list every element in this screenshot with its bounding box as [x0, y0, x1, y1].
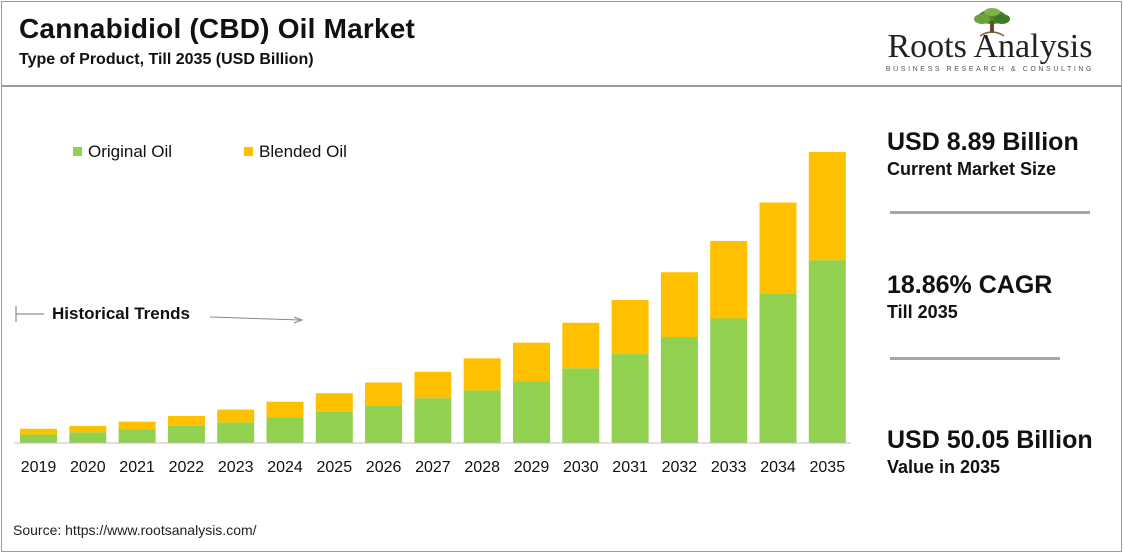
x-tick-label: 2021 [119, 459, 155, 476]
page-title: Cannabidiol (CBD) Oil Market [19, 13, 416, 44]
x-tick-label: 2031 [612, 459, 648, 476]
bar-original-oil-2027 [414, 398, 452, 443]
x-tick-label: 2020 [70, 459, 106, 476]
page-subtitle: Type of Product, Till 2035 (USD Billion) [19, 51, 314, 68]
bar-blended-oil-2034 [759, 202, 797, 294]
kpi-divider [890, 211, 1090, 214]
x-tick-label: 2035 [810, 459, 846, 476]
x-tick-label: 2033 [711, 459, 747, 476]
bar-blended-oil-2029 [513, 342, 550, 382]
bar-blended-oil-2023 [217, 409, 255, 423]
source-note: Source: https://www.rootsanalysis.com/ [13, 522, 257, 538]
bar-original-oil-2025 [315, 411, 353, 443]
bars-group [20, 152, 846, 443]
bar-blended-oil-2031 [611, 299, 649, 355]
x-tick-label: 2034 [760, 459, 796, 476]
bar-original-oil-2032 [660, 336, 698, 443]
legend-label: Blended Oil [259, 142, 347, 161]
bar-blended-oil-2028 [463, 358, 501, 391]
kpi-label: Till 2035 [887, 302, 958, 322]
bar-original-oil-2034 [759, 293, 797, 443]
bar-original-oil-2035 [808, 260, 846, 443]
bar-blended-oil-2022 [167, 415, 205, 426]
kpi-value: USD 8.89 Billion [887, 128, 1079, 156]
bar-blended-oil-2032 [660, 272, 698, 337]
bar-original-oil-2022 [167, 425, 205, 443]
x-tick-label: 2028 [464, 459, 500, 476]
historical-trends-annotation: Historical Trends [15, 304, 304, 324]
x-tick-label: 2026 [366, 459, 402, 476]
bar-original-oil-2020 [69, 432, 107, 443]
x-tick-label: 2024 [267, 459, 303, 476]
bar-blended-oil-2035 [808, 152, 846, 261]
x-tick-label: 2032 [662, 459, 698, 476]
bar-original-oil-2019 [20, 434, 57, 443]
chart-legend: Original Oil Blended Oil [73, 142, 347, 161]
bar-original-oil-2028 [463, 390, 501, 443]
kpi-divider [890, 357, 1060, 360]
x-tick-label: 2025 [317, 459, 353, 476]
kpi-current-market-size: USD 8.89 Billion Current Market Size [887, 128, 1079, 180]
x-tick-label: 2027 [415, 459, 451, 476]
bar-blended-oil-2026 [365, 382, 403, 406]
legend-label: Original Oil [88, 142, 172, 161]
logo-wordmark: Roots Analysis [887, 28, 1093, 65]
bar-original-oil-2029 [513, 381, 550, 443]
bar-blended-oil-2027 [414, 371, 452, 399]
kpi-value: 18.86% CAGR [887, 271, 1053, 299]
kpi-label: Current Market Size [887, 159, 1057, 179]
header-divider [1, 85, 1122, 87]
bar-original-oil-2033 [710, 318, 748, 443]
bar-blended-oil-2024 [266, 401, 304, 418]
bar-original-oil-2026 [365, 405, 403, 443]
bar-original-oil-2030 [562, 368, 600, 443]
kpi-value-2035: USD 50.05 Billion Value in 2035 [887, 426, 1093, 478]
logo-tagline: BUSINESS RESEARCH & CONSULTING [885, 66, 1095, 73]
bar-blended-oil-2033 [710, 240, 748, 319]
bar-original-oil-2023 [217, 422, 255, 443]
stacked-bar-chart: Original Oil Blended Oil Historical Trend… [14, 142, 851, 476]
tree-icon [974, 8, 1010, 37]
bar-original-oil-2021 [118, 429, 156, 443]
bar-blended-oil-2030 [562, 322, 600, 369]
x-tick-label: 2023 [218, 459, 254, 476]
roots-analysis-logo: Roots Analysis BUSINESS RESEARCH & CONSU… [880, 6, 1100, 78]
x-tick-label: 2022 [169, 459, 205, 476]
x-axis-ticks: 2019 2020 2021 2022 2023 2024 2025 2026 2027 2028… [21, 459, 845, 476]
bar-blended-oil-2019 [20, 428, 57, 435]
legend-swatch [244, 147, 253, 156]
bar-blended-oil-2020 [69, 425, 107, 433]
bar-blended-oil-2021 [118, 421, 156, 430]
bar-original-oil-2024 [266, 417, 304, 443]
kpi-value: USD 50.05 Billion [887, 426, 1093, 454]
x-tick-label: 2029 [514, 459, 550, 476]
kpi-cagr: 18.86% CAGR Till 2035 [887, 271, 1052, 323]
x-tick-label: 2019 [21, 459, 57, 476]
bar-blended-oil-2025 [315, 393, 353, 412]
annotation-label: Historical Trends [52, 304, 190, 323]
x-tick-label: 2030 [563, 459, 599, 476]
legend-swatch [73, 147, 82, 156]
bar-original-oil-2031 [611, 354, 649, 443]
kpi-label: Value in 2035 [887, 457, 1001, 477]
